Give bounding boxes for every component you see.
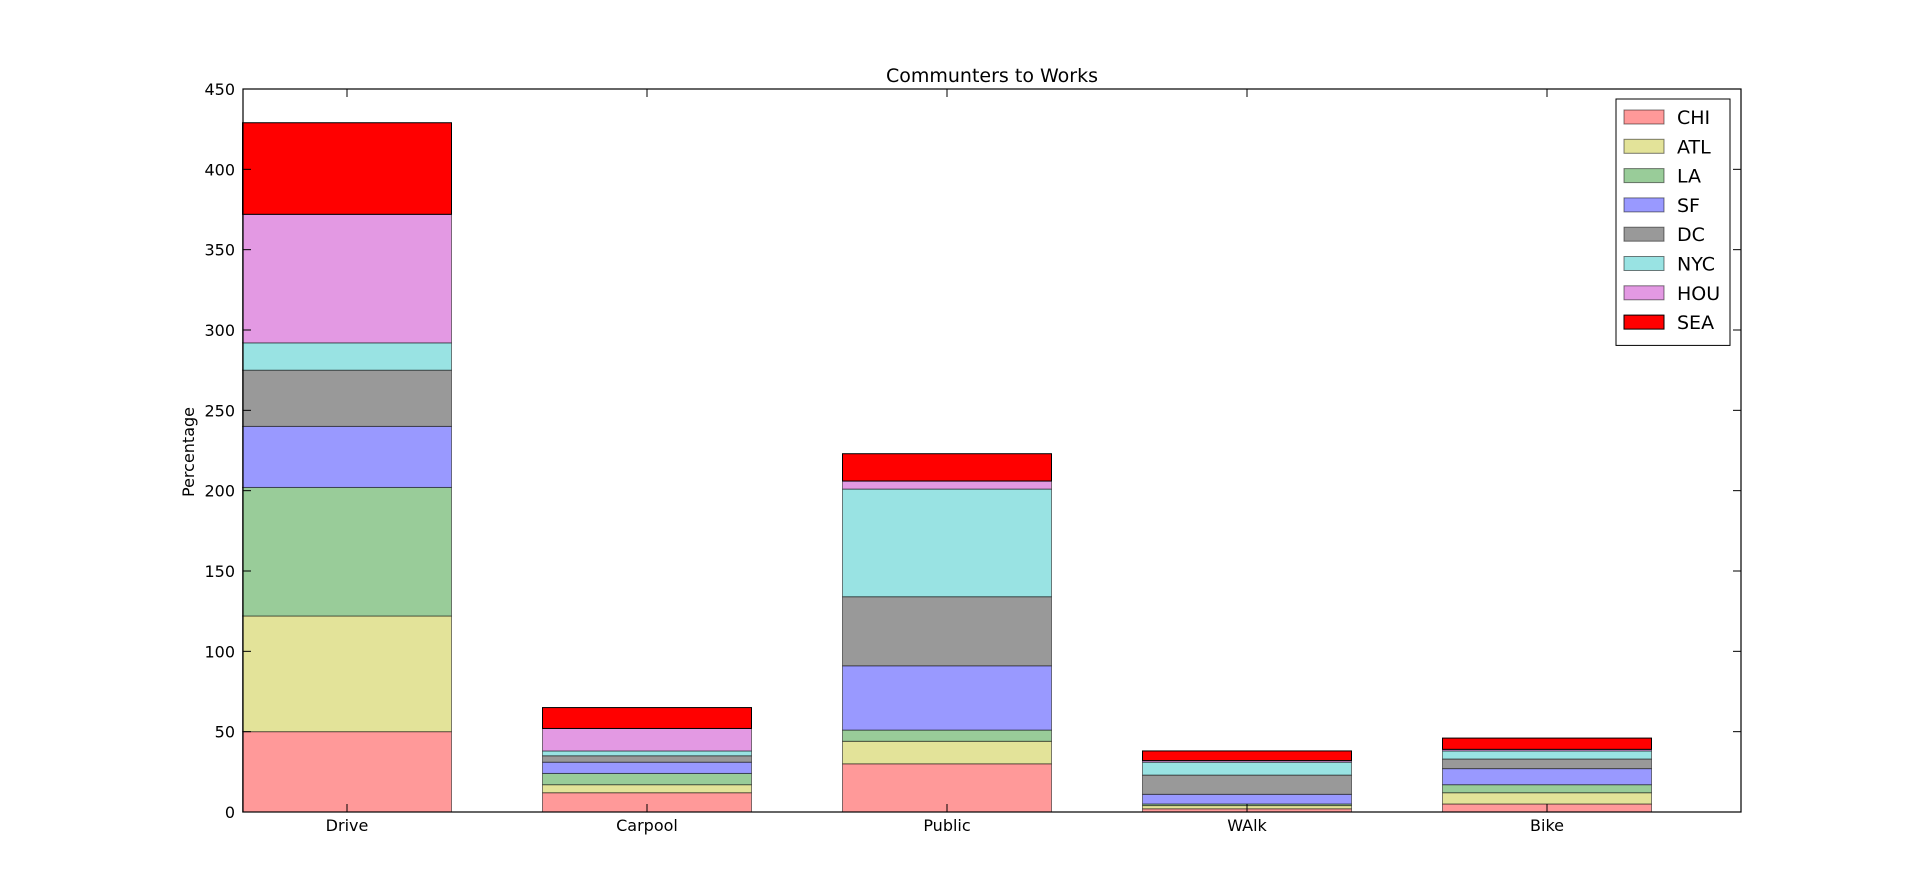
bar-segment-public-atl [842, 740, 1052, 765]
bar-segment-carpool-sf [542, 761, 752, 774]
bar-segment-public-hou [842, 480, 1052, 490]
legend-swatch-nyc [1623, 256, 1665, 271]
bar-segment-drive-dc [242, 369, 452, 427]
bar-segment-drive-la [242, 486, 452, 617]
y-tick-label: 300 [204, 321, 235, 340]
bar-segment-drive-hou [242, 213, 452, 344]
bar-segment-carpool-sea [542, 707, 752, 729]
y-tick-label: 450 [204, 80, 235, 99]
legend-swatch-atl [1623, 138, 1665, 154]
bar-segment-bike-dc [1442, 758, 1652, 770]
bar-segment-drive-sea [242, 122, 452, 215]
bar-segment-public-sea [842, 453, 1052, 482]
bar-segment-bike-sea [1442, 737, 1652, 750]
x-tick-label-carpool: Carpool [616, 816, 678, 835]
bar-segment-public-sf [842, 665, 1052, 731]
y-tick-label: 200 [204, 482, 235, 501]
legend-label-sea: SEA [1677, 312, 1714, 334]
bar-segment-bike-la [1442, 784, 1652, 794]
bar-segment-walk-nyc [1142, 761, 1352, 776]
legend: CHI ATL LA SF DC NYC HOU SEA [1615, 98, 1731, 346]
y-axis-label: Percentage [179, 407, 198, 497]
y-tick-label: 0 [225, 803, 235, 822]
y-tick-label: 150 [204, 562, 235, 581]
legend-label-la: LA [1677, 166, 1701, 188]
legend-label-hou: HOU [1677, 283, 1720, 305]
y-tick-label: 400 [204, 160, 235, 179]
legend-swatch-sf [1623, 197, 1665, 213]
bar-segment-carpool-dc [542, 755, 752, 763]
x-axis: Drive Carpool Public WAlk Bike [326, 89, 1564, 835]
bar-segment-drive-nyc [242, 342, 452, 371]
bar-segment-carpool-nyc [542, 750, 752, 757]
bar-segment-carpool-la [542, 772, 752, 786]
bar-segment-drive-atl [242, 615, 452, 733]
y-tick-label: 350 [204, 241, 235, 260]
bar-segment-walk-sf [1142, 793, 1352, 805]
bar-segment-public-chi [842, 763, 1052, 813]
legend-swatch-la [1623, 168, 1665, 184]
legend-swatch-dc [1623, 226, 1665, 242]
y-tick-label: 50 [215, 723, 235, 742]
bar-segment-walk-dc [1142, 774, 1352, 795]
y-tick-label: 100 [204, 642, 235, 661]
bar-segment-carpool-hou [542, 727, 752, 752]
legend-label-chi: CHI [1677, 107, 1710, 129]
bar-segment-bike-atl [1442, 792, 1652, 805]
legend-label-dc: DC [1677, 224, 1705, 246]
chart-title: Communters to Works [886, 65, 1098, 87]
legend-box [1615, 98, 1731, 346]
legend-swatch-chi [1623, 109, 1665, 125]
bar-segment-bike-nyc [1442, 750, 1652, 760]
x-tick-label-drive: Drive [326, 816, 369, 835]
x-tick-label-bike: Bike [1530, 816, 1564, 835]
bars-group [242, 122, 1652, 813]
plot-frame [242, 88, 1742, 813]
bar-segment-public-la [842, 729, 1052, 742]
bar-segment-public-dc [842, 596, 1052, 667]
bar-segment-carpool-atl [542, 784, 752, 794]
bar-segment-bike-sf [1442, 768, 1652, 786]
bar-segment-public-nyc [842, 488, 1052, 598]
y-tick-label: 250 [204, 401, 235, 420]
bar-segment-drive-sf [242, 425, 452, 488]
legend-label-nyc: NYC [1677, 254, 1715, 276]
bar-segment-walk-sea [1142, 750, 1352, 762]
bar-segment-drive-chi [242, 731, 452, 813]
legend-swatch-sea [1623, 314, 1665, 330]
legend-label-atl: ATL [1677, 136, 1711, 158]
legend-swatch-hou [1623, 285, 1665, 301]
y-axis: 0 50 100 150 200 250 300 350 400 450 [204, 80, 1741, 822]
x-tick-label-public: Public [923, 816, 970, 835]
x-tick-label-walk: WAlk [1227, 816, 1267, 835]
legend-label-sf: SF [1677, 195, 1700, 217]
